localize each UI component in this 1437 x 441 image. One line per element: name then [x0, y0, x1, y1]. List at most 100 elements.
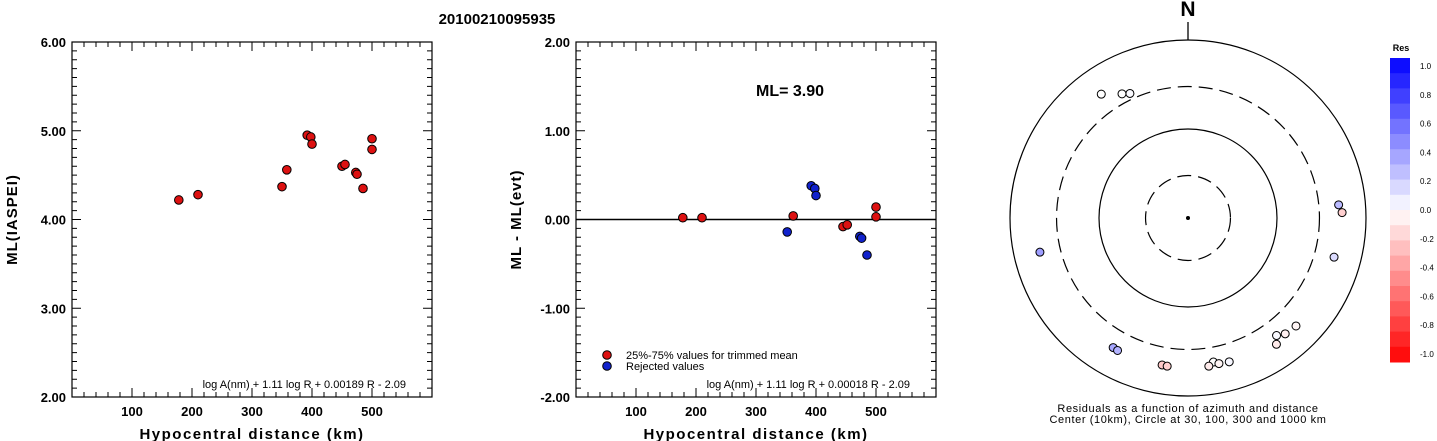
colorbar-label: 1.0 — [1420, 62, 1432, 71]
data-point — [277, 181, 287, 192]
station-point — [1337, 208, 1347, 218]
colorbar-segment — [1390, 179, 1410, 196]
data-point — [842, 220, 853, 230]
x-tick-label: 300 — [745, 404, 767, 419]
station-point — [1280, 329, 1290, 339]
figure-title: 20100210095935 — [439, 11, 556, 28]
x-tick-label: 400 — [805, 404, 827, 419]
colorbar-segment — [1390, 331, 1410, 348]
colorbar-label: 0.0 — [1420, 206, 1432, 215]
x-tick-label: 500 — [865, 404, 887, 419]
residual-vs-distance-panel: 100 200 300 400 500 -2.00 -1.00 0.00 1.00 2.00 Hyp… — [508, 35, 937, 441]
center-marker — [1186, 216, 1190, 220]
colorbar-segment — [1390, 118, 1410, 135]
x-tick-label: 500 — [361, 404, 383, 419]
y-tick-label: 6.00 — [41, 35, 66, 50]
data-point — [871, 202, 881, 212]
colorbar-segment — [1390, 210, 1410, 226]
plot-frame — [71, 41, 433, 398]
colorbar-label: -0.6 — [1420, 292, 1434, 301]
colorbar-segment — [1390, 346, 1410, 363]
data-point — [862, 250, 872, 260]
colorbar-segment — [1390, 225, 1410, 241]
data-point — [340, 159, 350, 170]
x-tick-label: 400 — [301, 404, 323, 419]
station-point — [1125, 88, 1135, 98]
colorbar-segment — [1390, 164, 1410, 181]
colorbar-segment — [1390, 316, 1410, 333]
distance-ring — [1144, 174, 1232, 262]
y-tick-label: 3.00 — [41, 301, 66, 316]
y-tick-label: 2.00 — [41, 390, 66, 405]
x-tick-label: 200 — [685, 404, 707, 419]
formula-label: log A(nm) + 1.11 log R + 0.00018 R - 2.0… — [707, 379, 910, 391]
colorbar-segment — [1390, 240, 1410, 257]
colorbar-segment — [1390, 58, 1410, 74]
ml-vs-distance-panel: 100 200 300 400 500 2.00 3.00 4.00 5.00 6.00 Hypoc… — [4, 35, 433, 441]
colorbar-segment — [1390, 194, 1410, 211]
data-point — [358, 183, 368, 194]
station-point — [1214, 359, 1224, 369]
data-point — [811, 190, 821, 201]
colorbar-label: 0.8 — [1420, 91, 1432, 100]
station-point — [1329, 252, 1339, 262]
colorbar-segment — [1390, 134, 1410, 150]
y-tick-label: -1.00 — [540, 301, 570, 316]
colorbar-segment — [1390, 103, 1410, 120]
x-axis-label: Hypocentral distance (km) — [139, 426, 364, 441]
y-tick-label: 1.00 — [545, 124, 570, 139]
colorbar-label: 0.2 — [1420, 177, 1432, 186]
data-point — [367, 144, 377, 155]
station-point — [1162, 361, 1172, 371]
legend-marker — [602, 361, 612, 371]
legend-marker — [602, 350, 612, 360]
y-tick-label: 4.00 — [41, 213, 66, 228]
polar-caption-line2: Center (10km), Circle at 30, 100, 300 an… — [1049, 414, 1326, 426]
legend-label: 25%-75% values for trimmed mean — [626, 350, 798, 362]
colorbar-label: 0.6 — [1420, 120, 1432, 129]
data-point — [307, 139, 317, 149]
station-point — [1272, 331, 1282, 341]
y-axis-label: ML(IASPEI) — [4, 174, 21, 265]
colorbar-label: -0.4 — [1420, 264, 1434, 273]
y-tick-label: 0.00 — [545, 213, 570, 228]
colorbar-segment — [1390, 255, 1410, 272]
station-point — [1117, 89, 1127, 99]
legend-label: Rejected values — [626, 361, 705, 373]
colorbar-segment — [1390, 286, 1410, 302]
distance-ring — [1055, 85, 1321, 351]
colorbar-segment — [1390, 301, 1410, 317]
data-point — [782, 227, 793, 237]
distance-ring — [1098, 128, 1278, 308]
data-point — [367, 133, 377, 144]
colorbar-segment — [1390, 73, 1410, 89]
y-tick-label: 5.00 — [41, 124, 66, 139]
data-point — [678, 212, 688, 223]
station-point — [1291, 321, 1301, 331]
y-tick-label: -2.00 — [540, 390, 570, 405]
x-tick-label: 100 — [625, 404, 647, 419]
station-point — [1204, 361, 1214, 371]
data-point — [282, 165, 292, 175]
data-point — [788, 211, 799, 221]
colorbar-segment — [1390, 88, 1410, 105]
polar-caption-line1: Residuals as a function of azimuth and d… — [1057, 403, 1318, 415]
colorbar-label: -1.0 — [1420, 350, 1434, 359]
x-tick-label: 100 — [121, 404, 143, 419]
data-point — [697, 212, 707, 223]
data-point — [193, 189, 203, 200]
y-tick-label: 2.00 — [545, 35, 570, 50]
formula-label: log A(nm) + 1.11 log R + 0.00189 R - 2.0… — [203, 379, 406, 391]
station-point — [1224, 357, 1234, 367]
data-point — [871, 212, 881, 222]
station-point — [1113, 345, 1123, 355]
colorbar-segment — [1390, 270, 1410, 287]
colorbar-label: -0.2 — [1420, 235, 1434, 244]
x-tick-label: 300 — [241, 404, 263, 419]
station-point — [1096, 89, 1106, 99]
y-axis-label: ML - ML(evt) — [508, 169, 525, 269]
north-label: N — [1180, 0, 1195, 21]
station-point — [1271, 339, 1281, 349]
colorbar-title: Res — [1393, 43, 1410, 53]
